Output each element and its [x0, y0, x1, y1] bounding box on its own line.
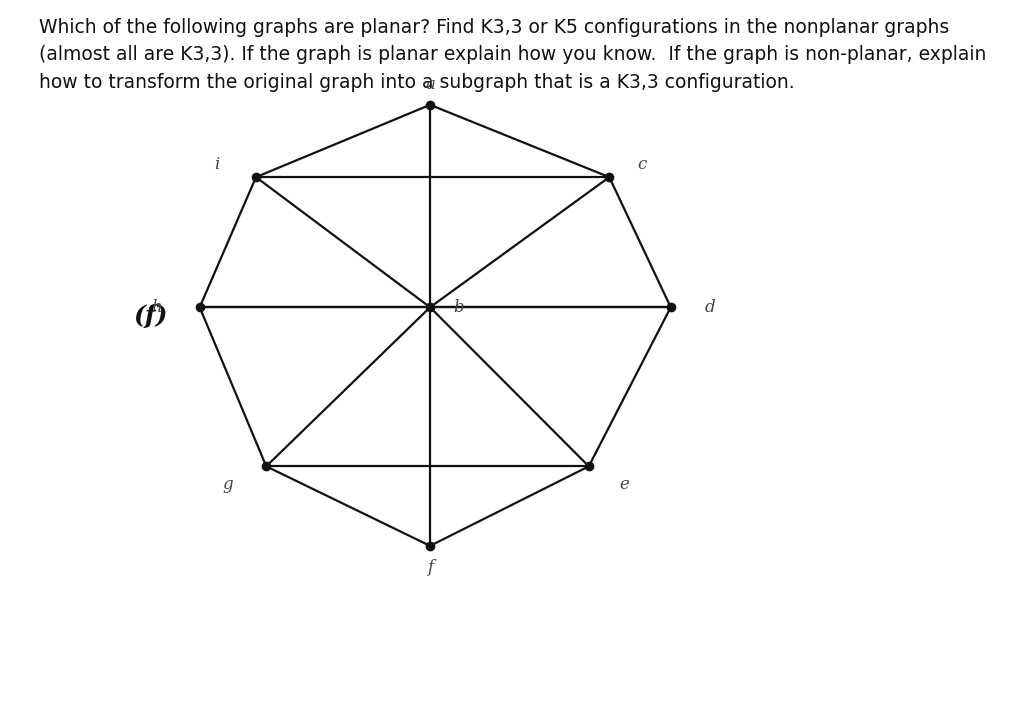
Text: d: d	[705, 299, 715, 316]
Text: i: i	[214, 155, 220, 173]
Text: c: c	[637, 155, 647, 173]
Text: g: g	[222, 476, 232, 493]
Text: b: b	[454, 299, 464, 316]
Text: a: a	[425, 76, 435, 93]
Text: e: e	[620, 476, 630, 493]
Text: (f): (f)	[133, 304, 168, 328]
Text: f: f	[427, 559, 433, 576]
Text: Which of the following graphs are planar? Find K3,3 or K5 configurations in the : Which of the following graphs are planar…	[39, 18, 986, 92]
Text: h: h	[152, 299, 162, 316]
